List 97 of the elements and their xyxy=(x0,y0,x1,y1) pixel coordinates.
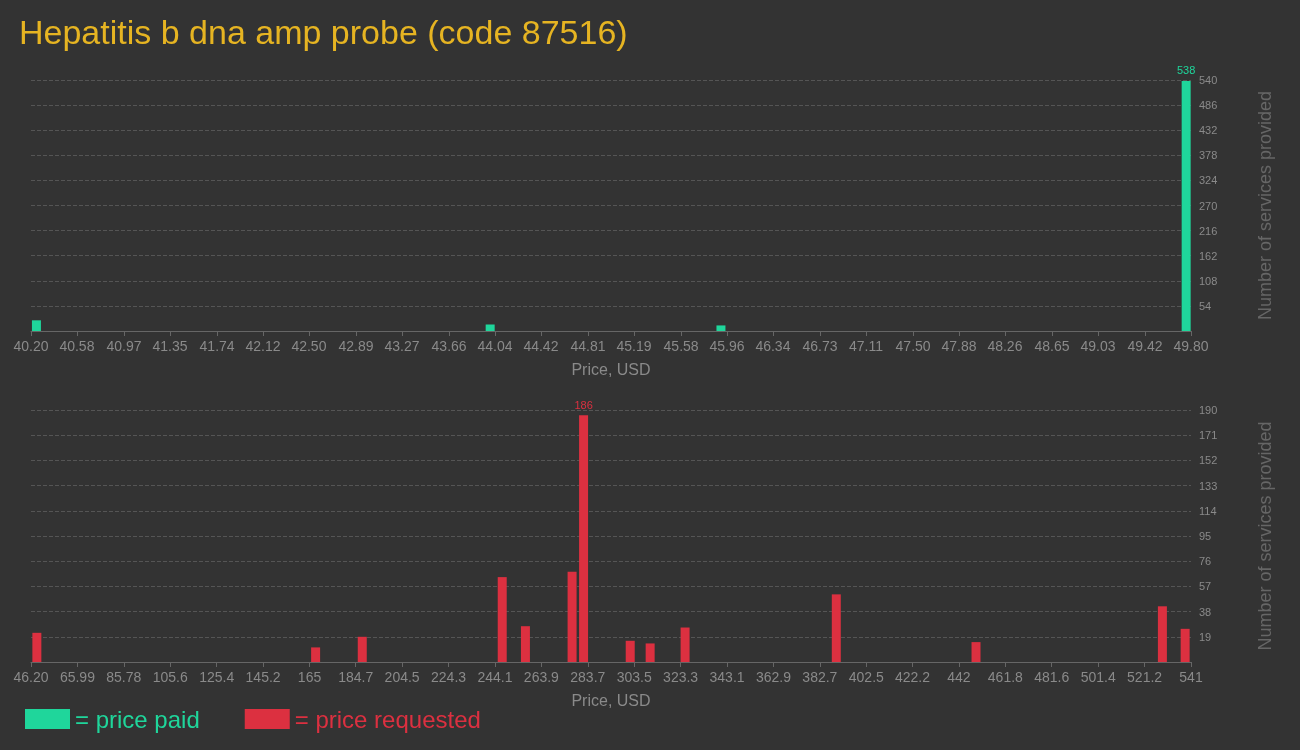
x-tick-label: 49.42 xyxy=(1127,338,1163,354)
x-tick-label: 47.11 xyxy=(848,338,884,354)
x-tick-label: 65.99 xyxy=(59,669,96,685)
y-tick-label: 108 xyxy=(1199,274,1218,287)
y-tick-label: 162 xyxy=(1199,249,1218,262)
x-tick-label: 44.04 xyxy=(477,338,513,354)
bar xyxy=(357,636,367,662)
chart-title: Hepatitis b dna amp probe (code 87516) xyxy=(19,13,628,51)
x-tick-label: 47.88 xyxy=(941,338,977,354)
x-tick-label: 204.5 xyxy=(384,669,420,685)
y-tick-label: 152 xyxy=(1199,454,1218,467)
bar xyxy=(716,325,726,331)
bar xyxy=(31,320,41,331)
legend-label: = price requested xyxy=(294,705,481,733)
bar xyxy=(971,642,981,662)
x-tick-label: 42.50 xyxy=(291,338,327,354)
y-tick-label: 216 xyxy=(1199,224,1218,237)
x-tick-label: 362.9 xyxy=(755,669,792,685)
x-tick-label: 263.9 xyxy=(523,669,560,685)
x-tick-label: 45.96 xyxy=(709,338,745,354)
bar xyxy=(645,643,655,662)
y-tick-label: 190 xyxy=(1199,404,1218,416)
x-tick-label: 43.66 xyxy=(431,338,467,354)
x-tick-label: 442 xyxy=(947,669,971,685)
x-tick-label: 184.7 xyxy=(338,669,374,685)
y-tick-label: 95 xyxy=(1199,530,1212,542)
bar xyxy=(567,571,577,662)
x-tick-label: 323.3 xyxy=(663,669,699,685)
y-tick-label: 540 xyxy=(1199,74,1218,86)
x-tick-label: 46.34 xyxy=(755,338,791,354)
y-tick-label: 171 xyxy=(1199,429,1218,442)
y-tick-label: 114 xyxy=(1199,504,1217,517)
x-tick-label: 43.27 xyxy=(384,338,420,354)
x-tick-label: 47.50 xyxy=(895,338,931,354)
y-tick-label: 38 xyxy=(1199,605,1212,618)
x-axis-title: Price, USD xyxy=(571,691,651,709)
x-axis-title: Price, USD xyxy=(571,360,651,378)
data-label: 538 xyxy=(1176,64,1196,77)
x-tick-label: 41.35 xyxy=(152,338,188,354)
x-tick-label: 382.7 xyxy=(802,669,838,685)
x-tick-label: 49.80 xyxy=(1173,338,1209,354)
x-tick-label: 244.1 xyxy=(477,669,513,685)
bar xyxy=(625,640,635,662)
bar xyxy=(579,415,589,662)
x-tick-label: 521.2 xyxy=(1127,669,1163,685)
x-tick-label: 46.20 xyxy=(13,669,49,685)
x-tick-label: 165 xyxy=(297,669,322,685)
x-tick-label: 40.97 xyxy=(106,338,142,354)
x-tick-label: 48.26 xyxy=(987,338,1023,354)
x-tick-label: 41.74 xyxy=(199,338,235,354)
x-tick-label: 44.42 xyxy=(523,338,559,354)
x-tick-label: 44.81 xyxy=(570,338,606,354)
x-tick-label: 402.5 xyxy=(848,669,885,685)
y-tick-label: 19 xyxy=(1199,630,1212,643)
x-tick-label: 501.4 xyxy=(1080,669,1116,685)
bar xyxy=(485,324,495,331)
y-tick-label: 133 xyxy=(1199,479,1218,492)
x-tick-label: 40.58 xyxy=(59,338,95,354)
bar xyxy=(497,577,507,662)
x-tick-label: 45.19 xyxy=(616,338,652,354)
bar xyxy=(311,647,321,662)
bar xyxy=(520,626,530,662)
x-tick-label: 105.6 xyxy=(152,669,188,685)
x-tick-label: 303.5 xyxy=(616,669,652,685)
x-tick-label: 45.58 xyxy=(663,338,699,354)
bar xyxy=(831,594,841,662)
x-tick-label: 283.7 xyxy=(570,669,606,685)
x-tick-label: 46.73 xyxy=(802,338,838,354)
x-tick-label: 422.2 xyxy=(894,669,931,685)
x-tick-label: 481.6 xyxy=(1034,669,1070,685)
y-tick-label: 486 xyxy=(1199,99,1218,112)
y-tick-label: 432 xyxy=(1199,124,1218,137)
x-tick-label: 541 xyxy=(1179,669,1203,685)
y-tick-label: 324 xyxy=(1199,174,1218,187)
x-tick-label: 40.20 xyxy=(13,338,49,354)
x-tick-label: 85.78 xyxy=(106,669,142,685)
bar xyxy=(1157,606,1167,662)
x-tick-label: 48.65 xyxy=(1034,338,1070,354)
x-tick-label: 224.3 xyxy=(431,669,467,685)
x-tick-label: 42.89 xyxy=(338,338,374,354)
x-tick-label: 145.2 xyxy=(245,669,281,685)
y-tick-label: 76 xyxy=(1199,555,1212,568)
x-tick-label: 343.1 xyxy=(709,669,745,685)
bar xyxy=(680,627,690,662)
bar xyxy=(32,632,42,662)
bar xyxy=(1180,628,1190,662)
y-tick-label: 378 xyxy=(1199,149,1218,162)
y-tick-label: 270 xyxy=(1199,199,1218,212)
x-tick-label: 42.12 xyxy=(245,338,281,354)
legend-label: = price paid xyxy=(75,705,200,733)
x-tick-label: 461.8 xyxy=(987,669,1024,685)
bar xyxy=(1181,80,1191,331)
y-tick-label: 54 xyxy=(1199,299,1212,312)
data-label: 186 xyxy=(574,398,593,411)
y-tick-label: 57 xyxy=(1199,580,1212,593)
x-tick-label: 125.4 xyxy=(199,669,235,685)
x-tick-label: 49.03 xyxy=(1080,338,1116,354)
